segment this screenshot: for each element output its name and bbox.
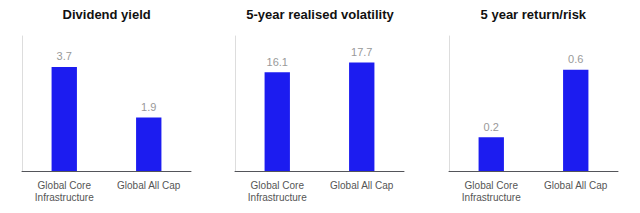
svg-text:0.2: 0.2 [484,121,499,133]
svg-text:17.7: 17.7 [351,46,372,58]
svg-text:0.6: 0.6 [568,53,583,65]
svg-text:3.7: 3.7 [57,50,72,62]
svg-text:5-year realised volatility: 5-year realised volatility [246,7,394,22]
svg-text:Global All Cap: Global All Cap [117,180,181,191]
svg-text:Global All Cap: Global All Cap [330,180,394,191]
svg-text:Global All Cap: Global All Cap [544,180,608,191]
svg-text:Global Core: Global Core [38,180,92,191]
svg-text:Global Core: Global Core [465,180,519,191]
svg-text:5 year return/risk: 5 year return/risk [481,7,587,22]
svg-text:Infrastructure: Infrastructure [462,192,521,203]
svg-text:Dividend yield: Dividend yield [63,7,151,22]
svg-text:16.1: 16.1 [267,56,288,68]
svg-text:Global Core: Global Core [251,180,305,191]
svg-text:1.9: 1.9 [141,101,156,113]
svg-text:Infrastructure: Infrastructure [248,192,307,203]
svg-text:Infrastructure: Infrastructure [35,192,94,203]
